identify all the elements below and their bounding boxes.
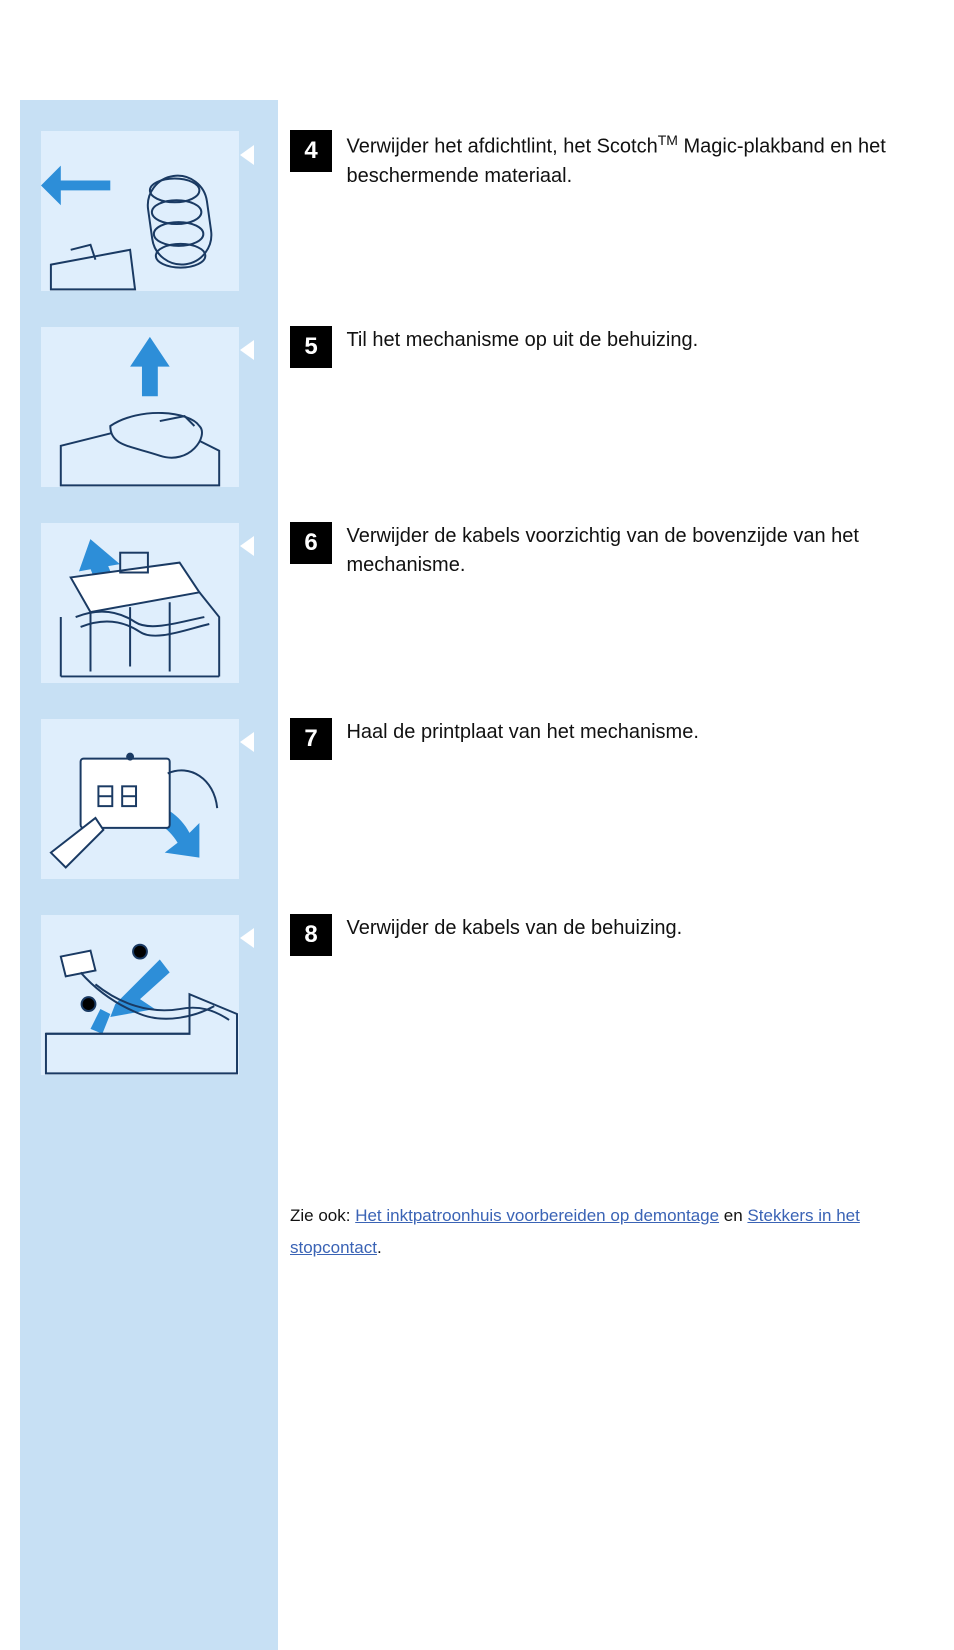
- link-connector: en: [719, 1206, 747, 1225]
- step-8: 8 Verwijder de kabels van de behuizing.: [290, 914, 910, 1060]
- thumbnail-column: [20, 100, 278, 1650]
- step-number: 8: [290, 914, 332, 956]
- callout-arrow: [240, 732, 254, 752]
- lift-mechanism-icon: [41, 327, 239, 487]
- step-text: Verwijder het afdichtlint, het ScotchTM …: [346, 130, 886, 191]
- step-thumbnail-5: [40, 326, 240, 488]
- step-7: 7 Haal de printplaat van het mechanisme.: [290, 718, 910, 864]
- step-thumbnail-8: [40, 914, 240, 1076]
- step-thumbnail-6: [40, 522, 240, 684]
- see-also-block: Zie ook: Het inktpatroonhuis voorbereide…: [290, 1200, 910, 1265]
- remove-board-icon: [41, 719, 239, 879]
- see-also-outro: .: [377, 1238, 382, 1257]
- callout-arrow: [240, 340, 254, 360]
- step-number: 4: [290, 130, 332, 172]
- cartridge-tape-icon: [41, 131, 239, 291]
- step-text: Haal de printplaat van het mechanisme.: [346, 718, 886, 747]
- trademark-symbol: TM: [658, 132, 678, 148]
- step-number: 7: [290, 718, 332, 760]
- callout-arrow: [240, 928, 254, 948]
- callout-arrow: [240, 536, 254, 556]
- step-text: Verwijder de kabels van de behuizing.: [346, 914, 886, 943]
- remove-cables-housing-icon: [41, 915, 239, 1075]
- step-text-a: Verwijder het afdichtlint, het Scotch: [346, 136, 657, 158]
- step-6: 6 Verwijder de kabels voorzichtig van de…: [290, 522, 910, 668]
- step-thumbnail-7: [40, 718, 240, 880]
- link-prepare-disassembly[interactable]: Het inktpatroonhuis voorbereiden op demo…: [355, 1206, 719, 1225]
- step-4: 4 Verwijder het afdichtlint, het ScotchT…: [290, 130, 910, 276]
- step-number: 6: [290, 522, 332, 564]
- see-also-intro: Zie ook:: [290, 1206, 355, 1225]
- step-text: Til het mechanisme op uit de behuizing.: [346, 326, 886, 355]
- step-number: 5: [290, 326, 332, 368]
- step-text: Verwijder de kabels voorzichtig van de b…: [346, 522, 886, 580]
- text-column: 4 Verwijder het afdichtlint, het ScotchT…: [290, 130, 910, 1265]
- step-thumbnail-4: [40, 130, 240, 292]
- remove-cables-top-icon: [41, 523, 239, 683]
- step-5: 5 Til het mechanisme op uit de behuizing…: [290, 326, 910, 472]
- callout-arrow: [240, 145, 254, 165]
